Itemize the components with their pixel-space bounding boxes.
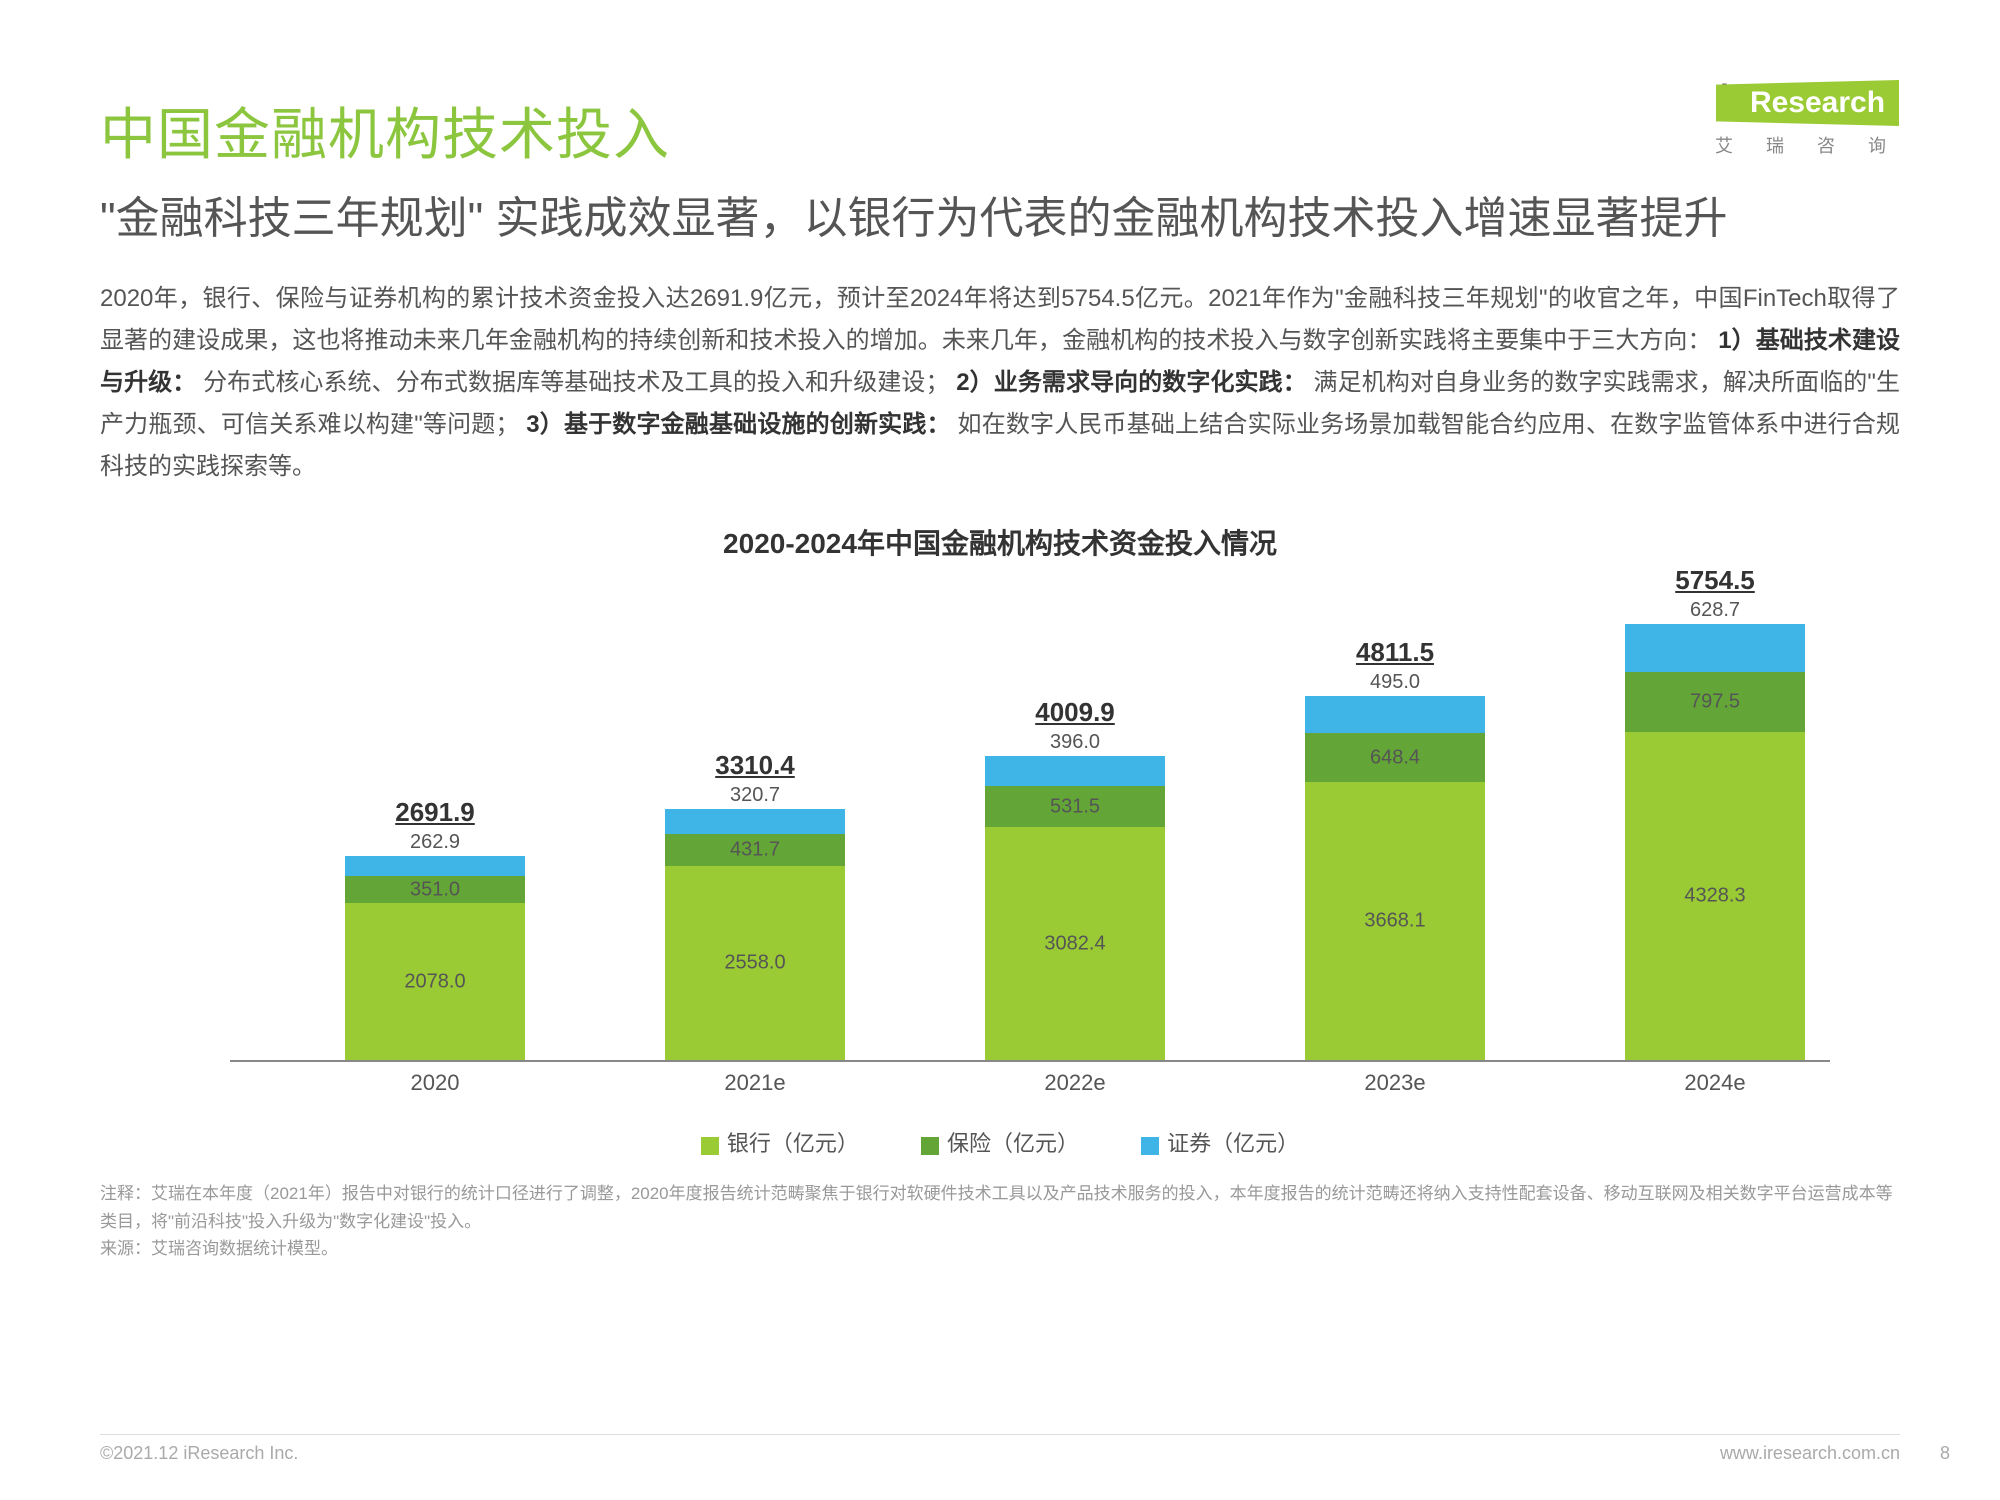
body-paragraph: 2020年，银行、保险与证券机构的累计技术资金投入达2691.9亿元，预计至20… bbox=[100, 278, 1900, 488]
chart-legend: 银行（亿元） 保险（亿元） 证券（亿元） bbox=[100, 1126, 1900, 1158]
logo-mark: i Research bbox=[1716, 80, 1899, 126]
x-axis-label: 2020 bbox=[345, 1070, 525, 1096]
logo-text: Research bbox=[1716, 80, 1899, 126]
legend-swatch-securities bbox=[1141, 1137, 1159, 1155]
legend-item-insurance: 保险（亿元） bbox=[921, 1126, 1079, 1158]
slide: i Research 艾 瑞 咨 询 中国金融机构技术投入 "金融科技三年规划"… bbox=[0, 0, 2000, 1500]
bar-segment: 2078.0 bbox=[345, 903, 525, 1061]
segment-value-label: 2078.0 bbox=[345, 970, 525, 993]
logo-subtext: 艾 瑞 咨 询 bbox=[1715, 132, 1900, 158]
segment-value-label: 3668.1 bbox=[1305, 910, 1485, 933]
x-axis-label: 2022e bbox=[985, 1070, 1165, 1096]
footer-copyright: ©2021.12 iResearch Inc. bbox=[100, 1443, 298, 1464]
chart-plot-area: 262.9351.02078.02691.92020320.7431.72558… bbox=[230, 592, 1830, 1062]
bar-group: 628.7797.54328.35754.52024e bbox=[1625, 590, 1805, 1060]
footnotes: 注释：艾瑞在本年度（2021年）报告中对银行的统计口径进行了调整，2020年度报… bbox=[100, 1180, 1900, 1262]
legend-label-bank: 银行（亿元） bbox=[727, 1131, 859, 1156]
bar-total-label: 5754.5 bbox=[1625, 565, 1805, 596]
body-bold-2: 2）业务需求导向的数字化实践： bbox=[956, 369, 1307, 396]
footnote-1: 注释：艾瑞在本年度（2021年）报告中对银行的统计口径进行了调整，2020年度报… bbox=[100, 1180, 1900, 1234]
segment-value-label: 320.7 bbox=[665, 784, 845, 807]
bar-segment: 531.5 bbox=[985, 786, 1165, 826]
body-text-0: 2020年，银行、保险与证券机构的累计技术资金投入达2691.9亿元，预计至20… bbox=[100, 285, 1900, 354]
bar-total-label: 4009.9 bbox=[985, 697, 1165, 728]
body-bold-3: 3）基于数字金融基础设施的创新实践： bbox=[526, 411, 950, 438]
legend-swatch-bank bbox=[701, 1137, 719, 1155]
segment-value-label: 3082.4 bbox=[985, 932, 1165, 955]
bar-total-label: 3310.4 bbox=[665, 750, 845, 781]
page-title: 中国金融机构技术投入 bbox=[100, 90, 1900, 171]
segment-value-label: 396.0 bbox=[985, 731, 1165, 754]
legend-item-securities: 证券（亿元） bbox=[1141, 1126, 1299, 1158]
bar-segment: 3668.1 bbox=[1305, 782, 1485, 1060]
bar-group: 495.0648.43668.14811.52023e bbox=[1305, 590, 1485, 1060]
legend-swatch-insurance bbox=[921, 1137, 939, 1155]
logo-block: i Research 艾 瑞 咨 询 bbox=[1715, 80, 1900, 158]
footnote-2: 来源：艾瑞咨询数据统计模型。 bbox=[100, 1235, 1900, 1262]
segment-value-label: 628.7 bbox=[1625, 599, 1805, 622]
legend-label-insurance: 保险（亿元） bbox=[947, 1131, 1079, 1156]
page-number: 8 bbox=[1940, 1443, 1950, 1464]
segment-value-label: 495.0 bbox=[1305, 671, 1485, 694]
bar-total-label: 4811.5 bbox=[1305, 637, 1485, 668]
segment-value-label: 2558.0 bbox=[665, 952, 845, 975]
bar-total-label: 2691.9 bbox=[345, 797, 525, 828]
x-axis-label: 2023e bbox=[1305, 1070, 1485, 1096]
segment-value-label: 351.0 bbox=[345, 878, 525, 901]
segment-value-label: 4328.3 bbox=[1625, 885, 1805, 908]
bar-group: 262.9351.02078.02691.92020 bbox=[345, 590, 525, 1060]
legend-label-securities: 证券（亿元） bbox=[1167, 1131, 1299, 1156]
page-subtitle: "金融科技三年规划" 实践成效显著，以银行为代表的金融机构技术投入增速显著提升 bbox=[100, 189, 1900, 248]
footer: ©2021.12 iResearch Inc. www.iresearch.co… bbox=[100, 1434, 1900, 1464]
bar-segment: 648.4 bbox=[1305, 733, 1485, 782]
bar-segment: 2558.0 bbox=[665, 866, 845, 1060]
bar-segment: 495.0 bbox=[1305, 696, 1485, 734]
bar-group: 396.0531.53082.44009.92022e bbox=[985, 590, 1165, 1060]
x-axis-label: 2024e bbox=[1625, 1070, 1805, 1096]
segment-value-label: 262.9 bbox=[345, 831, 525, 854]
segment-value-label: 648.4 bbox=[1305, 746, 1485, 769]
bar-segment: 3082.4 bbox=[985, 827, 1165, 1061]
bar-segment: 4328.3 bbox=[1625, 732, 1805, 1060]
bar-segment: 262.9 bbox=[345, 856, 525, 876]
bar-segment: 320.7 bbox=[665, 809, 845, 833]
bar-group: 320.7431.72558.03310.42021e bbox=[665, 590, 845, 1060]
bar-segment: 431.7 bbox=[665, 834, 845, 867]
segment-value-label: 797.5 bbox=[1625, 691, 1805, 714]
chart-title: 2020-2024年中国金融机构技术资金投入情况 bbox=[100, 522, 1900, 562]
bar-segment: 351.0 bbox=[345, 876, 525, 903]
body-text-1: 分布式核心系统、分布式数据库等基础技术及工具的投入和升级建设； bbox=[203, 369, 949, 396]
stacked-bar-chart: 262.9351.02078.02691.92020320.7431.72558… bbox=[150, 592, 1850, 1112]
segment-value-label: 431.7 bbox=[665, 839, 845, 862]
bar-segment: 628.7 bbox=[1625, 624, 1805, 672]
segment-value-label: 531.5 bbox=[985, 795, 1165, 818]
x-axis-label: 2021e bbox=[665, 1070, 845, 1096]
legend-item-bank: 银行（亿元） bbox=[701, 1126, 859, 1158]
bar-segment: 396.0 bbox=[985, 756, 1165, 786]
footer-url: www.iresearch.com.cn bbox=[1720, 1443, 1900, 1464]
bar-segment: 797.5 bbox=[1625, 672, 1805, 732]
